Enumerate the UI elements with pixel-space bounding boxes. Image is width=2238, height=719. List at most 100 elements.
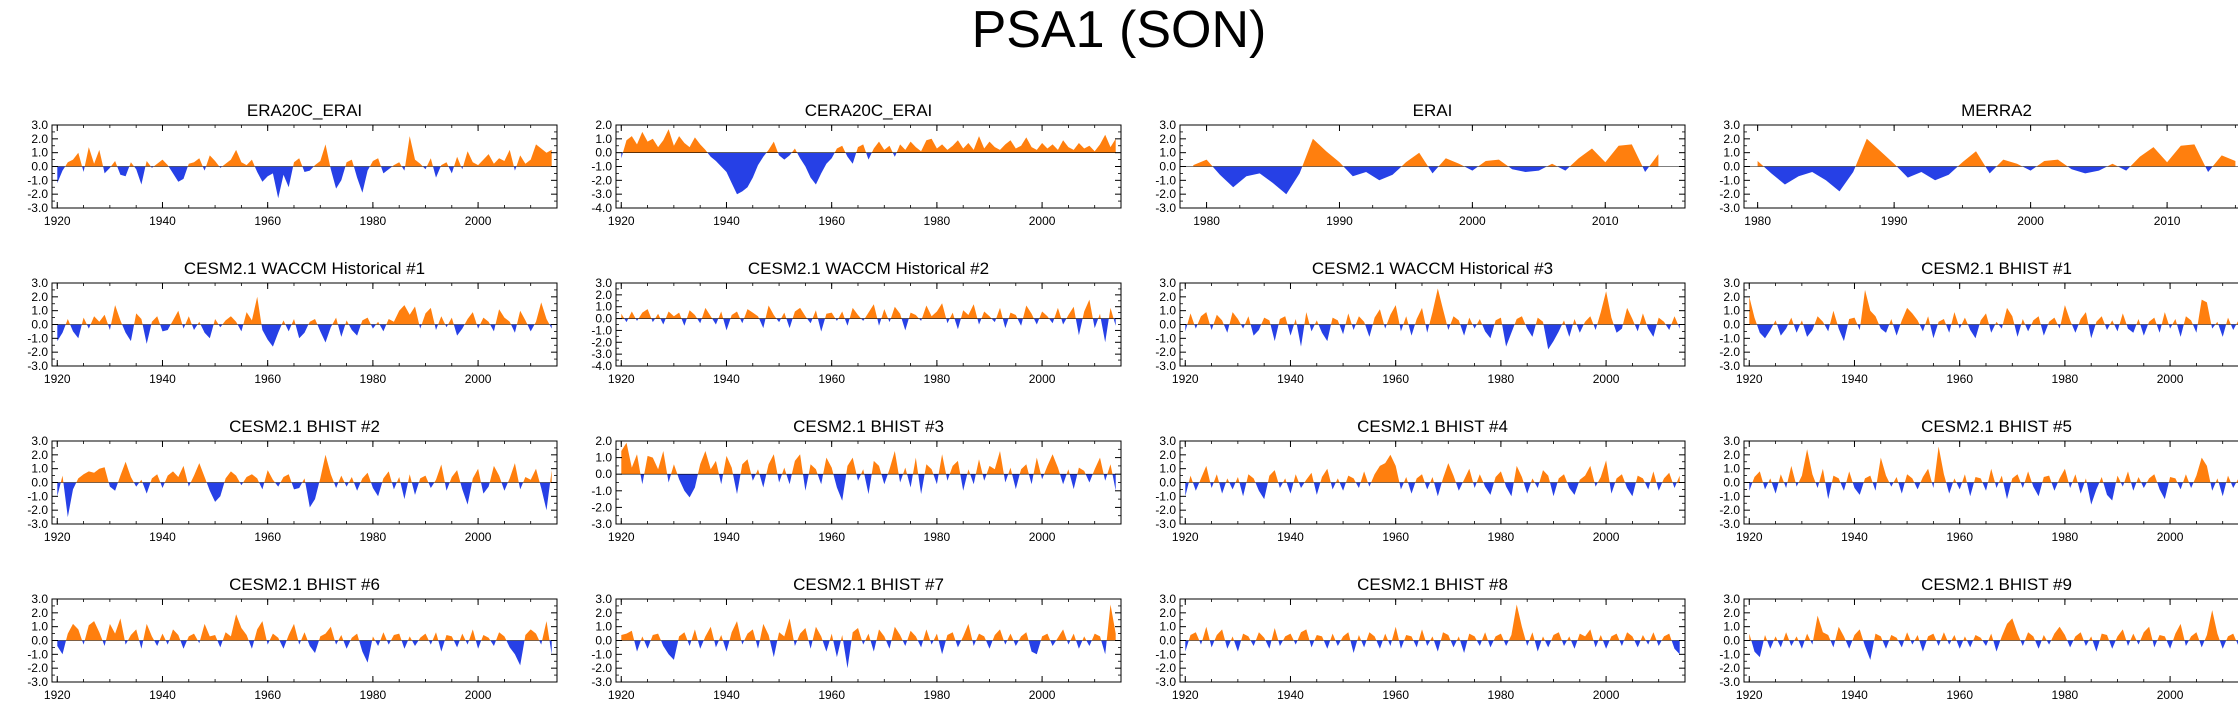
y-tick-label: -1.0 <box>1155 173 1176 187</box>
y-tick-label: 2.0 <box>31 448 48 462</box>
y-tick-label: 1.0 <box>1723 620 1740 634</box>
panel-title: CESM2.1 WACCM Historical #1 <box>184 259 425 278</box>
negative-area <box>1757 166 2236 192</box>
positive-area <box>1749 610 2238 641</box>
positive-area <box>1749 289 2238 325</box>
y-tick-label: -3.0 <box>591 187 612 201</box>
negative-area <box>57 482 552 518</box>
y-tick-label: 0.0 <box>595 634 612 648</box>
y-tick-label: -3.0 <box>591 517 612 531</box>
negative-area <box>57 166 552 199</box>
x-tick-label: 1960 <box>818 214 845 228</box>
y-tick-label: -3.0 <box>1155 359 1176 373</box>
panel-4: MERRA2 3.02.01.00.0-1.0-2.0-3.0 1980 1990 20… <box>1719 101 2238 228</box>
y-tick-label: 1.0 <box>31 462 48 476</box>
x-tick-label: 1940 <box>713 688 740 702</box>
y-tick-label: 0.0 <box>1159 160 1176 174</box>
y-tick-label: 1.0 <box>595 620 612 634</box>
positive-area <box>1185 288 1680 325</box>
negative-area <box>621 640 1116 669</box>
positive-area <box>1757 138 2236 167</box>
x-tick-label: 1920 <box>608 214 635 228</box>
x-tick-label: 1920 <box>1736 372 1763 386</box>
y-tick-label: 3.0 <box>595 592 612 606</box>
panel-3: ERAI 3.02.01.00.0-1.0-2.0-3.0 1980 1990 2000… <box>1155 101 1686 228</box>
y-tick-label: 0.0 <box>31 160 48 174</box>
x-tick-label: 1940 <box>1277 530 1304 544</box>
x-tick-label: 2000 <box>2157 372 2184 386</box>
y-tick-label: -3.0 <box>1155 675 1176 689</box>
x-tick-label: 1980 <box>1488 530 1515 544</box>
panel-title: ERAI <box>1413 101 1453 120</box>
x-tick-label: 1940 <box>1841 688 1868 702</box>
y-tick-label: 2.0 <box>31 290 48 304</box>
x-tick-label: 1960 <box>254 688 281 702</box>
x-tick-label: 2010 <box>1592 214 1619 228</box>
x-tick-label: 1940 <box>713 372 740 386</box>
y-tick-label: -3.0 <box>1155 517 1176 531</box>
panel-title: CESM2.1 BHIST #8 <box>1357 575 1508 594</box>
negative-area <box>1185 324 1680 350</box>
x-tick-label: 1980 <box>924 530 951 544</box>
y-tick-label: 0.0 <box>31 634 48 648</box>
panel-9: CESM2.1 BHIST #2 3.02.01.00.0-1.0-2.0-3.0… <box>27 417 558 544</box>
y-tick-label: -2.0 <box>27 503 48 517</box>
y-tick-label: 2.0 <box>595 434 612 448</box>
y-tick-label: -2.0 <box>591 500 612 514</box>
panel-title: CESM2.1 BHIST #1 <box>1921 259 2072 278</box>
panel-13: CESM2.1 BHIST #6 3.02.01.00.0-1.0-2.0-3.0… <box>27 575 558 702</box>
x-tick-label: 1980 <box>924 214 951 228</box>
panel-8: CESM2.1 BHIST #1 3.02.01.00.0-1.0-2.0-3.0… <box>1719 259 2238 386</box>
y-tick-label: -3.0 <box>27 675 48 689</box>
x-tick-label: 1940 <box>149 688 176 702</box>
positive-area <box>57 614 552 641</box>
x-tick-label: 1960 <box>1382 530 1409 544</box>
x-tick-label: 1920 <box>44 530 71 544</box>
y-tick-label: -2.0 <box>591 335 612 349</box>
x-tick-label: 1980 <box>1744 214 1771 228</box>
x-tick-label: 2000 <box>2017 214 2044 228</box>
panel-title: CESM2.1 BHIST #9 <box>1921 575 2072 594</box>
y-tick-label: 3.0 <box>1159 592 1176 606</box>
x-tick-label: 1980 <box>2052 372 2079 386</box>
negative-area <box>57 640 552 666</box>
panel-title: CESM2.1 BHIST #4 <box>1357 417 1508 436</box>
x-tick-label: 2000 <box>1029 214 1056 228</box>
y-tick-label: 2.0 <box>31 606 48 620</box>
y-tick-label: -2.0 <box>591 661 612 675</box>
x-tick-label: 2000 <box>1029 530 1056 544</box>
y-tick-label: 1.0 <box>1159 620 1176 634</box>
x-tick-label: 1980 <box>924 372 951 386</box>
y-tick-label: -3.0 <box>591 675 612 689</box>
y-tick-label: -1.0 <box>1719 489 1740 503</box>
negative-area <box>621 474 1116 501</box>
y-tick-label: 1.0 <box>31 304 48 318</box>
negative-area <box>1185 482 1680 500</box>
page-title: PSA1 (SON) <box>971 1 1267 59</box>
x-tick-label: 1920 <box>1172 530 1199 544</box>
positive-area <box>621 299 1116 319</box>
negative-area <box>1749 324 2238 342</box>
positive-area <box>57 296 552 325</box>
y-tick-label: -2.0 <box>1155 503 1176 517</box>
x-tick-label: 2000 <box>2157 530 2184 544</box>
y-tick-label: 0.0 <box>595 312 612 326</box>
y-tick-label: -1.0 <box>1719 173 1740 187</box>
positive-area <box>1185 454 1680 483</box>
x-tick-label: 1960 <box>818 372 845 386</box>
y-tick-label: 0.0 <box>1723 160 1740 174</box>
x-tick-label: 1940 <box>713 214 740 228</box>
x-tick-label: 1980 <box>2052 688 2079 702</box>
x-tick-label: 1960 <box>254 530 281 544</box>
x-tick-label: 1920 <box>1172 372 1199 386</box>
y-tick-label: -2.0 <box>1155 187 1176 201</box>
y-tick-label: 0.0 <box>1159 634 1176 648</box>
x-tick-label: 1980 <box>360 214 387 228</box>
y-tick-label: 0.0 <box>1723 318 1740 332</box>
y-tick-label: -1.0 <box>27 173 48 187</box>
y-tick-label: 1.0 <box>1723 304 1740 318</box>
positive-area <box>621 604 1116 641</box>
panel-title: ERA20C_ERAI <box>247 101 362 120</box>
y-tick-label: 3.0 <box>1159 118 1176 132</box>
